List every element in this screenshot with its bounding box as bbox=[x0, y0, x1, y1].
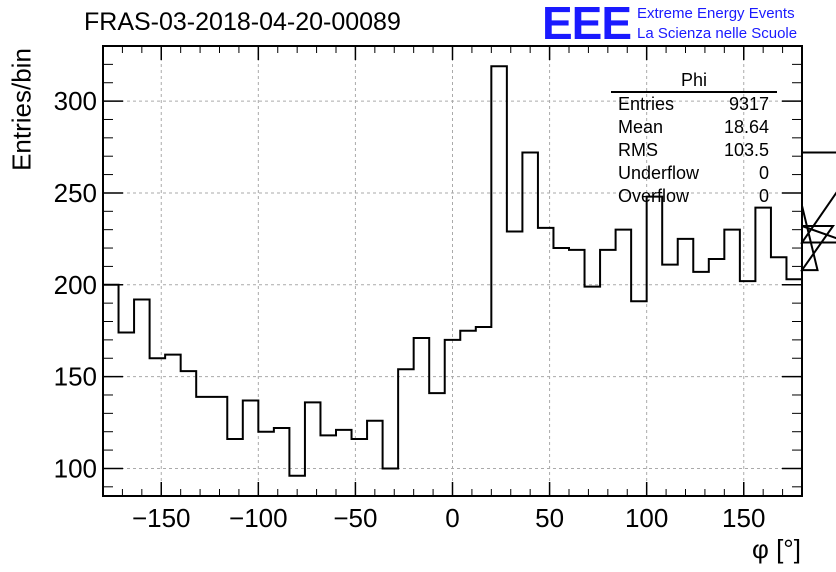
x-tick-label: 0 bbox=[445, 503, 459, 533]
stats-row: Underflow 0 bbox=[611, 162, 777, 185]
x-axis-label: φ [°] bbox=[752, 534, 801, 564]
y-tick-label: 250 bbox=[54, 178, 97, 208]
logo-caption: Extreme Energy Events La Scienza nelle S… bbox=[637, 4, 797, 44]
tick-labels: −150 −100 −50 0 50 100 150 100 150 200 250 300 bbox=[54, 86, 766, 533]
x-tick-label: −150 bbox=[132, 503, 191, 533]
stats-value: 103.5 bbox=[723, 140, 769, 160]
x-tick-label: −100 bbox=[229, 503, 288, 533]
stats-value: 0 bbox=[758, 163, 769, 183]
logo-line-1: Extreme Energy Events bbox=[637, 5, 795, 22]
y-tick-label: 100 bbox=[54, 453, 97, 483]
y-axis-label: Entries/bin bbox=[6, 48, 37, 171]
stats-label: Underflow bbox=[618, 163, 700, 183]
histogram-line bbox=[103, 65, 836, 477]
stats-row: Mean 18.64 bbox=[611, 116, 777, 139]
x-tick-label: −50 bbox=[333, 503, 377, 533]
stats-row: Overflow 0 bbox=[611, 185, 777, 208]
stats-row: Entries 9317 bbox=[611, 93, 777, 116]
x-tick-label: 150 bbox=[722, 503, 765, 533]
stats-label: Overflow bbox=[618, 186, 690, 206]
logo-line-2: La Scienza nelle Scuole bbox=[637, 25, 798, 42]
stats-label: RMS bbox=[618, 140, 658, 160]
axis-ticks bbox=[102, 46, 803, 496]
stats-box: Phi Entries 9317 Mean 18.64 RMS 103.5 Under… bbox=[611, 70, 777, 208]
eee-logo: EEE bbox=[542, 0, 632, 49]
stats-value: 18.64 bbox=[723, 117, 769, 137]
stats-label: Entries bbox=[618, 94, 675, 114]
y-tick-label: 300 bbox=[54, 86, 97, 116]
stats-label: Mean bbox=[618, 117, 664, 137]
stats-row: RMS 103.5 bbox=[611, 139, 777, 162]
y-tick-label: 200 bbox=[54, 270, 97, 300]
stats-value: 9317 bbox=[728, 94, 769, 114]
chart-title: FRAS-03-2018-04-20-00089 bbox=[84, 8, 401, 36]
stats-value: 0 bbox=[758, 186, 769, 206]
plot-frame bbox=[102, 45, 803, 497]
y-tick-label: 150 bbox=[54, 362, 97, 392]
x-tick-label: 50 bbox=[535, 503, 564, 533]
stats-title: Phi bbox=[611, 70, 777, 93]
x-tick-label: 100 bbox=[625, 503, 668, 533]
